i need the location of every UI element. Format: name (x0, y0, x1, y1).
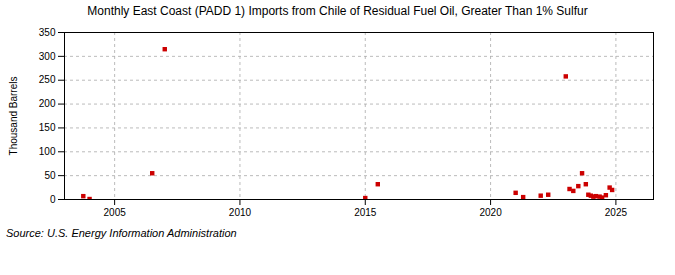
svg-text:0: 0 (50, 194, 56, 205)
svg-text:2010: 2010 (229, 207, 252, 218)
svg-text:2020: 2020 (479, 207, 502, 218)
html-text:Monthly East Coast (PADD 1) Im: Monthly East Coast (PADD 1) Imports from… (87, 4, 588, 18)
svg-text:150: 150 (39, 122, 56, 133)
svg-text:2015: 2015 (354, 207, 377, 218)
svg-text:2005: 2005 (104, 207, 127, 218)
svg-text:100: 100 (39, 146, 56, 157)
svg-text:300: 300 (39, 51, 56, 62)
html-text:Source: U.S. Energy Informatio: Source: U.S. Energy Information Administ… (6, 227, 237, 239)
svg-text:250: 250 (39, 74, 56, 85)
svg-text:350: 350 (39, 27, 56, 38)
svg-text:2025: 2025 (605, 207, 628, 218)
svg-text:50: 50 (44, 170, 56, 181)
svg-text:200: 200 (39, 98, 56, 109)
svg-text:Thousand Barrels: Thousand Barrels (8, 77, 19, 156)
